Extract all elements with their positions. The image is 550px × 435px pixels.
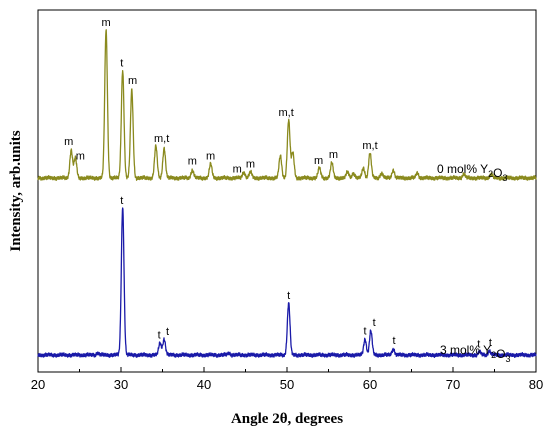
- peak-label: m: [188, 156, 197, 168]
- series-line-1: [37, 207, 537, 359]
- peak-label: t: [489, 337, 492, 349]
- peak-label: m: [64, 136, 73, 148]
- peak-label: m: [76, 151, 85, 163]
- peak-label: m,t: [362, 140, 377, 152]
- peak-label: m: [329, 149, 338, 161]
- peak-label: t: [158, 329, 161, 341]
- peak-label: t: [120, 195, 123, 207]
- x-tick-label-20: 20: [31, 377, 45, 392]
- series-label-3-mol: 3 mol% Y2O3: [440, 343, 511, 364]
- x-tick-label-30: 30: [114, 377, 128, 392]
- peak-label: m: [206, 151, 215, 163]
- x-tick-label-70: 70: [446, 377, 460, 392]
- peak-label: m: [233, 164, 242, 176]
- peak-label: t: [166, 326, 169, 338]
- x-axis-title: Angle 2θ, degrees: [231, 411, 343, 427]
- y-axis-title: Intensity, arb.units: [8, 130, 24, 251]
- series-line-0: [37, 29, 537, 182]
- peak-label: m: [101, 17, 110, 29]
- peak-label: t: [393, 335, 396, 347]
- x-axis-ticks: 20 30 40 50 60 70 80: [31, 367, 543, 392]
- x-tick-label-40: 40: [197, 377, 211, 392]
- peak-label: m: [314, 155, 323, 167]
- x-tick-label-60: 60: [363, 377, 377, 392]
- peak-label: t: [363, 326, 366, 338]
- peak-label: t: [287, 290, 290, 302]
- peak-label: m,t: [279, 107, 294, 119]
- peak-label: t: [477, 338, 480, 350]
- peak-label: m: [128, 75, 137, 87]
- peak-label: m: [246, 159, 255, 171]
- peak-label: t: [120, 58, 123, 70]
- x-tick-label-80: 80: [529, 377, 543, 392]
- peak-label: m,t: [154, 133, 169, 145]
- series-label-0-mol: 0 mol% Y2O3: [437, 162, 508, 183]
- x-tick-label-50: 50: [280, 377, 294, 392]
- peak-label: t: [373, 317, 376, 329]
- series-layer: [37, 29, 537, 359]
